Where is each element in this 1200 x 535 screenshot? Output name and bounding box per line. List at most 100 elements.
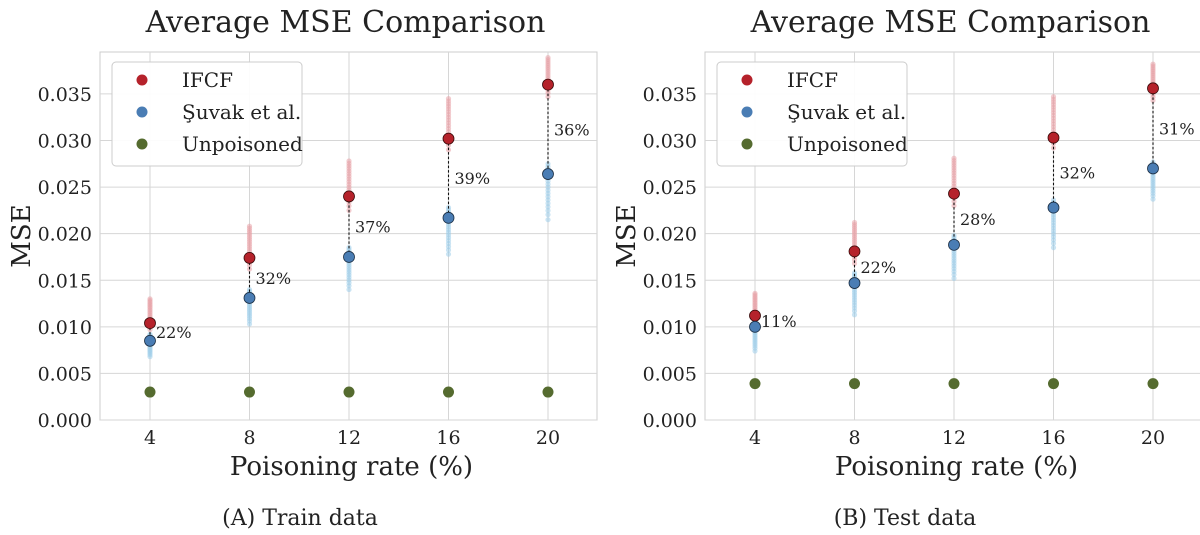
spread-point — [346, 277, 351, 282]
ifcf-point — [750, 310, 761, 321]
y-tick-label: 0.020 — [38, 224, 92, 246]
gap-annotation: 11% — [761, 312, 797, 331]
spread-point — [852, 237, 857, 242]
spread-point — [147, 299, 152, 304]
x-tick-label: 20 — [536, 427, 560, 449]
y-tick-label: 0.030 — [38, 131, 92, 153]
spread-point — [247, 226, 252, 231]
gap-annotation: 32% — [256, 269, 292, 288]
ifcf-point — [1148, 83, 1159, 94]
spread-point — [446, 99, 451, 104]
legend-label: Şuvak et al. — [787, 100, 906, 124]
ifcf-point — [543, 79, 554, 90]
x-tick-label: 4 — [749, 427, 761, 449]
y-tick-label: 0.000 — [38, 410, 92, 432]
legend: IFCF Şuvak et al. Unpoisoned — [112, 62, 303, 166]
spread-point — [951, 266, 956, 271]
gap-annotation: 28% — [960, 210, 996, 229]
spread-point — [346, 174, 351, 179]
caption-test: (B) Test data — [605, 506, 1200, 531]
spread-point — [852, 297, 857, 302]
spread-point — [852, 222, 857, 227]
spread-point — [1150, 69, 1155, 74]
gap-annotation: 22% — [156, 323, 192, 342]
x-axis-label: Poisoning rate (%) — [835, 452, 1078, 482]
spread-point — [1051, 118, 1056, 123]
spread-point — [752, 348, 757, 353]
spread-point — [951, 181, 956, 186]
spread-point — [247, 232, 252, 237]
suvak-point — [1148, 163, 1159, 174]
y-tick-label: 0.010 — [643, 317, 697, 339]
spread-point — [1150, 191, 1155, 196]
suvak-point — [344, 251, 355, 262]
suvak-point — [443, 212, 454, 223]
y-tick-label: 0.025 — [643, 177, 697, 199]
y-tick-label: 0.005 — [38, 363, 92, 385]
spread-point — [1051, 127, 1056, 132]
caption-train: (A) Train data — [0, 506, 600, 531]
y-tick-label: 0.000 — [643, 410, 697, 432]
spread-point — [545, 55, 550, 60]
legend-marker — [742, 75, 753, 86]
gap-annotation: 36% — [554, 120, 590, 139]
spread-point — [1051, 107, 1056, 112]
caption-tag: (B) — [834, 506, 867, 531]
suvak-point — [849, 278, 860, 289]
chart-panel-test: 0.000 0.005 0.010 0.015 0.020 0.025 0.030 0.035… — [605, 0, 1200, 535]
spread-point — [545, 208, 550, 213]
spread-point — [545, 185, 550, 190]
suvak-point — [543, 169, 554, 180]
spread-point — [346, 270, 351, 275]
chart-train: 0.000 0.005 0.010 0.015 0.020 0.025 0.030 0.035… — [0, 0, 600, 500]
unpoisoned-point — [244, 387, 255, 398]
spread-point — [1150, 181, 1155, 186]
spread-point — [247, 318, 252, 323]
suvak-point — [145, 335, 156, 346]
unpoisoned-point — [1148, 378, 1159, 389]
x-tick-label: 16 — [436, 427, 460, 449]
spread-point — [545, 217, 550, 222]
chart-panel-train: 0.000 0.005 0.010 0.015 0.020 0.025 0.030 0.035… — [0, 0, 600, 535]
ifcf-point — [145, 318, 156, 329]
caption-text: Test data — [874, 506, 976, 531]
spread-point — [1051, 97, 1056, 102]
ifcf-point — [244, 252, 255, 263]
y-tick-label: 0.015 — [643, 270, 697, 292]
spread-point — [1051, 220, 1056, 225]
ifcf-point — [1048, 132, 1059, 143]
spread-point — [1150, 62, 1155, 67]
legend-label: Şuvak et al. — [182, 100, 301, 124]
spread-point — [1150, 75, 1155, 80]
spread-point — [247, 242, 252, 247]
unpoisoned-point — [443, 387, 454, 398]
unpoisoned-point — [145, 387, 156, 398]
legend-marker — [137, 139, 148, 150]
spread-point — [147, 354, 152, 359]
y-tick-label: 0.005 — [643, 363, 697, 385]
spread-point — [446, 247, 451, 252]
ifcf-point — [443, 133, 454, 144]
x-tick-label: 12 — [337, 427, 361, 449]
y-tick-label: 0.015 — [38, 270, 92, 292]
spread-point — [1150, 197, 1155, 202]
spread-point — [247, 309, 252, 314]
x-axis-label: Poisoning rate (%) — [230, 452, 473, 482]
spread-point — [1051, 231, 1056, 236]
suvak-point — [1048, 202, 1059, 213]
unpoisoned-point — [543, 387, 554, 398]
spread-point — [752, 300, 757, 305]
y-tick-label: 0.020 — [643, 224, 697, 246]
legend-label: IFCF — [182, 68, 233, 92]
spread-point — [545, 63, 550, 68]
spread-point — [545, 69, 550, 74]
y-tick-label: 0.030 — [643, 131, 697, 153]
spread-point — [545, 194, 550, 199]
chart-title: Average MSE Comparison — [145, 5, 546, 40]
spread-point — [752, 334, 757, 339]
ifcf-point — [949, 188, 960, 199]
spread-point — [147, 311, 152, 316]
x-tick-label: 20 — [1141, 427, 1165, 449]
spread-point — [346, 166, 351, 171]
spread-point — [446, 120, 451, 125]
